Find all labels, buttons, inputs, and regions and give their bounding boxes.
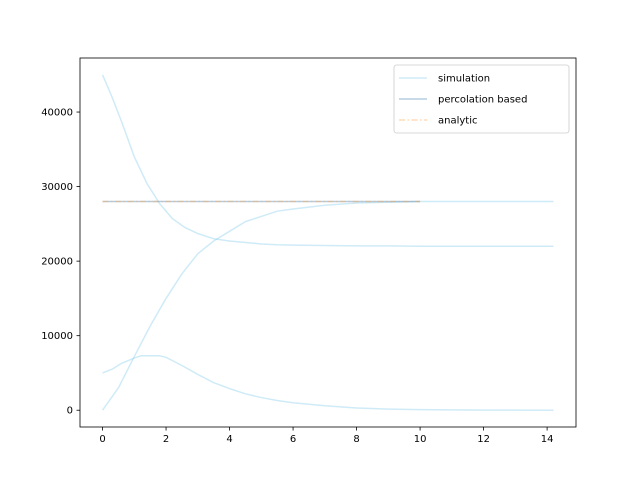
y-tick-label: 0 — [67, 406, 73, 417]
x-tick-label: 4 — [226, 434, 232, 445]
y-tick-label: 40000 — [41, 108, 73, 119]
y-tick-label: 20000 — [41, 257, 73, 268]
y-tick-label: 30000 — [41, 182, 73, 193]
x-tick-label: 14 — [541, 434, 554, 445]
legend-box — [393, 64, 570, 134]
x-tick-label: 8 — [353, 434, 359, 445]
series-line-simulation-2 — [102, 355, 554, 411]
legend-label-2: analytic — [438, 116, 478, 127]
x-tick-label: 10 — [414, 434, 427, 445]
y-tick-label: 10000 — [41, 331, 73, 342]
x-tick-label: 0 — [99, 434, 105, 445]
legend-label-1: percolation based — [438, 95, 527, 106]
series-line-simulation-0 — [101, 74, 554, 247]
series-line-simulation-1 — [101, 200, 554, 411]
series-layer — [101, 74, 554, 411]
x-tick-label: 6 — [290, 434, 296, 445]
x-tick-label: 2 — [163, 434, 169, 445]
x-tick-label: 12 — [477, 434, 490, 445]
y-axis: 0 10000 20000 30000 40000 — [41, 108, 80, 417]
legend-label-0: simulation — [438, 74, 490, 85]
plot-frame — [79, 57, 577, 428]
legend: simulation percolation based analytic — [393, 64, 570, 134]
x-axis: 0 2 4 6 8 10 12 14 — [99, 427, 553, 445]
